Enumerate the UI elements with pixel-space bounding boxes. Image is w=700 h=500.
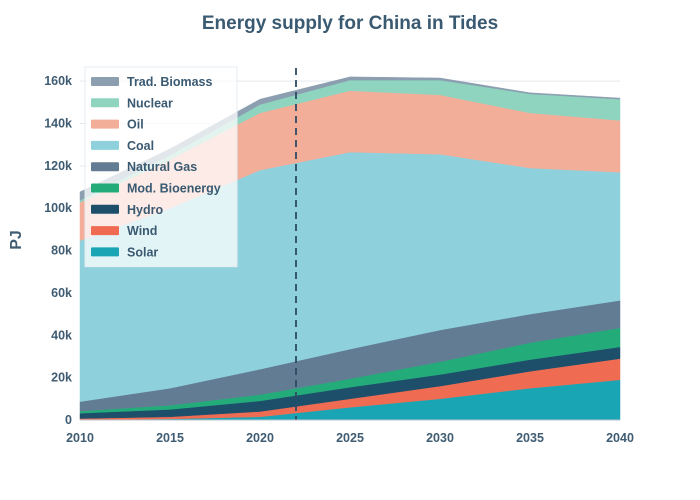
x-tick-label: 2035 <box>516 431 544 445</box>
legend-label: Solar <box>127 245 158 259</box>
y-tick-label: 20k <box>51 371 72 385</box>
legend-label: Hydro <box>127 203 163 217</box>
legend-item-oil[interactable]: Oil <box>91 118 144 132</box>
y-tick-label: 140k <box>44 117 72 131</box>
legend-swatch <box>91 98 119 108</box>
y-tick-label: 40k <box>51 328 72 342</box>
y-tick-label: 100k <box>44 201 72 215</box>
legend-swatch <box>91 226 119 236</box>
legend-item-mod-bioenergy[interactable]: Mod. Bioenergy <box>91 182 221 196</box>
legend-item-natural-gas[interactable]: Natural Gas <box>91 160 197 174</box>
y-tick-label: 160k <box>44 74 72 88</box>
legend-item-hydro[interactable]: Hydro <box>91 203 163 217</box>
legend-swatch <box>91 162 119 172</box>
x-tick-label: 2010 <box>66 431 94 445</box>
legend-label: Coal <box>127 139 154 153</box>
chart-title: Energy supply for China in Tides <box>202 13 498 34</box>
legend-label: Mod. Bioenergy <box>127 182 221 196</box>
legend-label: Natural Gas <box>127 160 197 174</box>
legend-swatch <box>91 140 119 150</box>
legend-item-nuclear[interactable]: Nuclear <box>91 96 173 110</box>
y-tick-label: 60k <box>51 286 72 300</box>
legend-label: Nuclear <box>127 96 173 110</box>
legend-label: Oil <box>127 118 144 132</box>
y-tick-label: 80k <box>51 244 72 258</box>
x-tick-label: 2040 <box>606 431 634 445</box>
legend-swatch <box>91 77 119 86</box>
x-tick-label: 2030 <box>426 431 454 445</box>
legend-item-wind[interactable]: Wind <box>91 224 157 238</box>
legend-label: Wind <box>127 224 157 238</box>
legend[interactable]: Trad. Biomass Nuclear Oil Coal Natural Gas Mo… <box>84 66 238 268</box>
legend-swatch <box>91 183 119 193</box>
legend-swatch <box>91 247 119 257</box>
legend-item-trad-biomass[interactable]: Trad. Biomass <box>91 75 212 89</box>
y-tick-label: 120k <box>44 159 72 173</box>
legend-swatch <box>91 204 119 214</box>
axes: 0 20k 40k 60k 80k 100k 120k 140k 160k 2010 2015 202… <box>44 74 634 445</box>
legend-label: Trad. Biomass <box>127 75 212 89</box>
x-tick-label: 2015 <box>156 431 184 445</box>
y-tick-label: 0 <box>65 413 72 427</box>
legend-swatch <box>91 119 119 129</box>
legend-item-solar[interactable]: Solar <box>91 245 158 259</box>
x-tick-label: 2020 <box>246 431 274 445</box>
y-axis-label: PJ <box>8 230 25 250</box>
legend-item-coal[interactable]: Coal <box>91 139 154 153</box>
x-tick-label: 2025 <box>336 431 364 445</box>
